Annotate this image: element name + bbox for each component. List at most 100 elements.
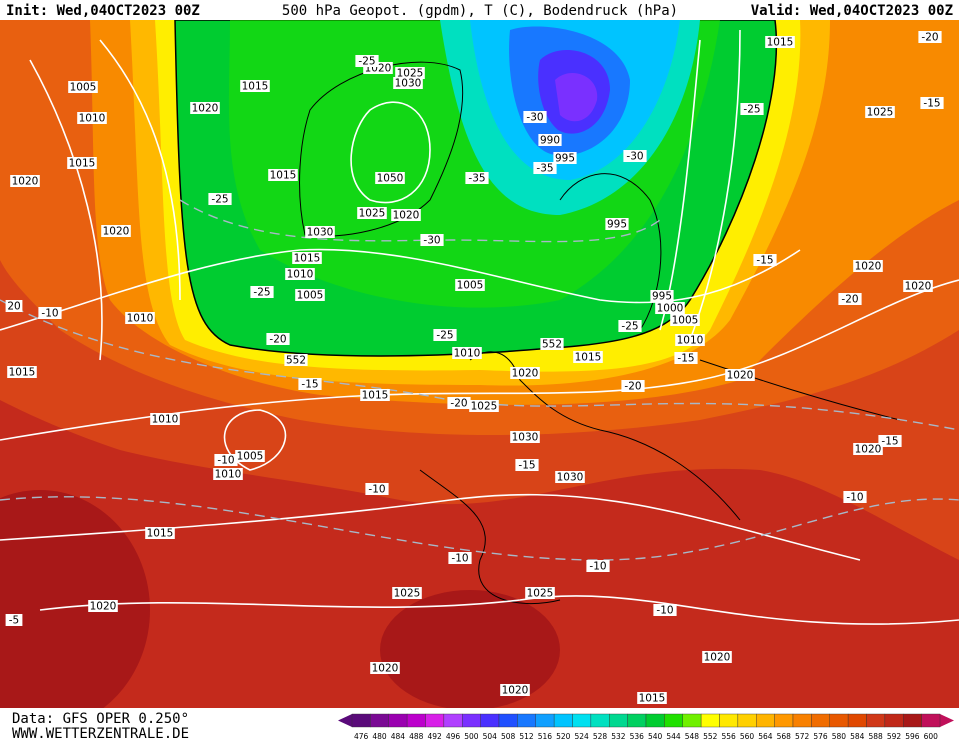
label-box — [452, 347, 482, 359]
label-box — [853, 443, 883, 455]
label-box — [878, 435, 902, 447]
map-label: 1010 — [287, 269, 314, 281]
map-label: 1020 — [372, 663, 399, 675]
map-label: -5 — [9, 615, 19, 627]
label-box — [355, 55, 379, 67]
map-label: -35 — [468, 173, 485, 185]
legend-level: 496 — [446, 732, 461, 741]
label-box — [266, 333, 290, 345]
label-box — [618, 320, 642, 332]
label-box — [268, 169, 298, 181]
map-label: 1010 — [454, 348, 481, 360]
map-label: 552 — [286, 355, 306, 367]
legend-swatch — [664, 713, 683, 728]
legend-swatch — [829, 713, 849, 728]
map-label: 1015 — [362, 390, 389, 402]
label-box — [214, 454, 238, 466]
color-legend: 476 480 484 488 492 496 500 504 508 512 516 520 524 5… — [338, 713, 954, 741]
map-label: 1020 — [855, 444, 882, 456]
map-label: 1025 — [867, 107, 894, 119]
map-label: 552 — [542, 339, 562, 351]
legend-level: 596 — [905, 732, 920, 741]
legend-level: 508 — [501, 732, 516, 741]
legend-level: 572 — [795, 732, 810, 741]
legend-swatch — [737, 713, 757, 728]
label-box — [433, 329, 457, 341]
label-box — [285, 268, 315, 280]
map-label: -15 — [301, 379, 318, 391]
map-label: -35 — [536, 163, 553, 175]
label-box — [623, 150, 647, 162]
map-label: 1020 — [90, 601, 117, 613]
legend-level: 524 — [575, 732, 590, 741]
legend-swatch — [627, 713, 647, 728]
label-box — [670, 314, 700, 326]
isobar — [350, 101, 431, 204]
label-box — [865, 106, 895, 118]
label-box — [305, 226, 335, 238]
map-label: -15 — [923, 98, 940, 110]
legend-level: 552 — [703, 732, 718, 741]
label-box — [448, 552, 472, 564]
map-label: 1010 — [127, 313, 154, 325]
map-label: 1025 — [527, 588, 554, 600]
legend-level: 532 — [611, 732, 626, 741]
legend-level: 484 — [391, 732, 406, 741]
map-label: -20 — [841, 294, 858, 306]
map-label: 1015 — [147, 528, 174, 540]
legend-level: 584 — [850, 732, 865, 741]
legend-swatch — [719, 713, 739, 728]
map-label: -10 — [451, 553, 468, 565]
legend-swatch — [388, 713, 408, 728]
legend-level: 600 — [924, 732, 939, 741]
map-label: -20 — [450, 398, 467, 410]
legend-swatch — [609, 713, 628, 728]
data-source: Data: GFS OPER 0.250° — [12, 711, 189, 727]
legend-level: 492 — [428, 732, 443, 741]
map-label: -25 — [211, 194, 228, 206]
label-box — [213, 468, 243, 480]
legend-level: 592 — [887, 732, 902, 741]
legend-level: 528 — [593, 732, 608, 741]
map-label: -20 — [921, 32, 938, 44]
map-label: -20 — [624, 381, 641, 393]
map-label: 1010 — [79, 113, 106, 125]
map-label: 1015 — [242, 81, 269, 93]
legend-swatch — [756, 713, 775, 728]
map-label: 1010 — [152, 414, 179, 426]
map-label: -10 — [217, 455, 234, 467]
map-label: 995 — [607, 219, 627, 231]
legend-swatch — [700, 713, 720, 728]
label-box — [298, 378, 322, 390]
label-box — [540, 338, 564, 350]
legend-level: 516 — [538, 732, 553, 741]
legend-level: 520 — [556, 732, 571, 741]
label-box — [5, 614, 23, 626]
legend-arrow-left — [338, 714, 352, 727]
map-label: 1020 — [12, 176, 39, 188]
legend-level: 576 — [813, 732, 828, 741]
label-box — [150, 413, 180, 425]
map-label: 1020 — [855, 261, 882, 273]
header-bar — [0, 0, 959, 20]
label-box — [637, 692, 667, 704]
isotherm — [0, 496, 959, 561]
isotherm — [179, 199, 661, 243]
map-label: -25 — [358, 56, 375, 68]
legend-arrow-right — [940, 714, 954, 727]
site: WWW.WETTERZENTRALE.DE — [12, 726, 189, 741]
legend-swatch — [572, 713, 592, 728]
map-label: 1050 — [377, 173, 404, 185]
map-label: 990 — [540, 135, 560, 147]
map-label: 1020 — [502, 685, 529, 697]
label-box — [920, 97, 944, 109]
label-box — [392, 587, 422, 599]
legend-swatch — [462, 713, 481, 728]
map-label: 1020 — [393, 210, 420, 222]
label-box — [515, 459, 539, 471]
label-box — [360, 389, 390, 401]
legend-level: 500 — [464, 732, 479, 741]
label-box — [538, 134, 562, 146]
label-box — [843, 491, 867, 503]
map-label: -10 — [846, 492, 863, 504]
